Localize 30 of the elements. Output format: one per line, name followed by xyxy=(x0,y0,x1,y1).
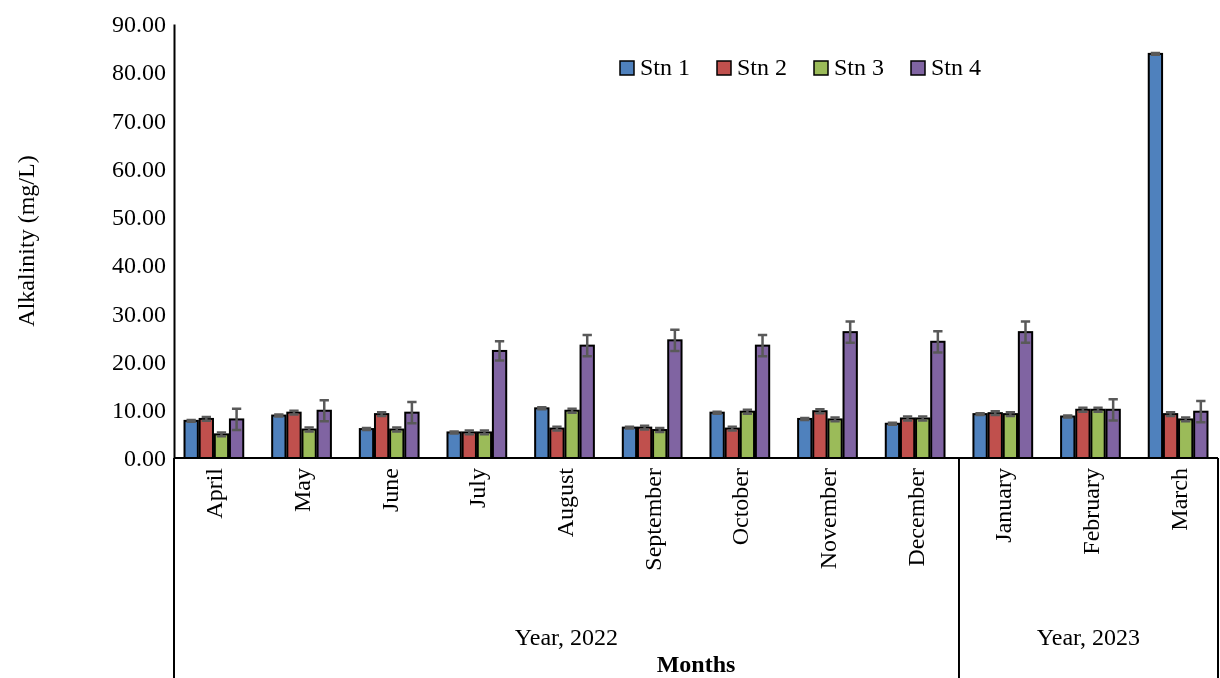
y-tick-label: 70.00 xyxy=(112,107,166,134)
x-tick-label: June xyxy=(376,468,403,512)
y-tick-label: 60.00 xyxy=(112,155,166,182)
x-tick-label: May xyxy=(288,468,315,512)
y-axis-title: Alkalinity (mg/L) xyxy=(13,155,39,327)
legend-label: Stn 4 xyxy=(931,54,982,80)
x-tick-label: April xyxy=(201,467,228,519)
y-tick-label: 80.00 xyxy=(112,59,166,86)
y-tick-label: 20.00 xyxy=(112,348,166,375)
x-tick-label: October xyxy=(727,467,754,546)
text: Year, 2023 xyxy=(1036,624,1141,650)
x-tick-label: September xyxy=(639,468,666,571)
legend-label: Stn 1 xyxy=(640,54,691,80)
legend-label: Stn 2 xyxy=(737,54,788,80)
y-tick-label: 0.00 xyxy=(124,445,166,472)
x-axis-title: Months xyxy=(656,651,736,677)
x-tick-label: November xyxy=(814,467,841,570)
y-tick-label: 90.00 xyxy=(112,11,166,38)
x-tick-label: February xyxy=(1077,468,1104,555)
y-tick-label: 40.00 xyxy=(112,252,166,279)
x-tick-label: August xyxy=(551,467,578,538)
y-tick-label: 30.00 xyxy=(112,300,166,327)
text: Year, 2022 xyxy=(514,624,619,650)
x-tick-label: July xyxy=(464,468,491,509)
y-tick-label: 10.00 xyxy=(112,396,166,423)
x-tick-label: March xyxy=(1165,468,1192,531)
legend-label: Stn 3 xyxy=(834,54,885,80)
x-tick-label: January xyxy=(990,468,1017,543)
y-tick-label: 50.00 xyxy=(112,204,166,231)
x-tick-label: December xyxy=(902,468,929,567)
